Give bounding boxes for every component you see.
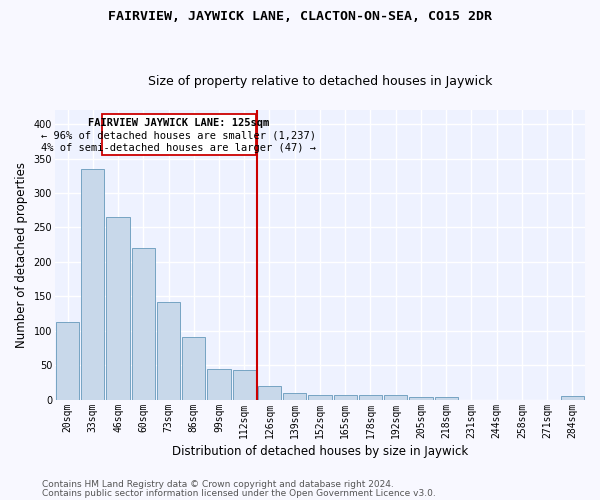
Bar xyxy=(81,169,104,400)
Bar xyxy=(308,396,332,400)
Bar xyxy=(56,322,79,400)
Text: FAIRVIEW JAYWICK LANE: 125sqm: FAIRVIEW JAYWICK LANE: 125sqm xyxy=(88,118,269,128)
Bar xyxy=(334,396,357,400)
Bar xyxy=(434,397,458,400)
Bar xyxy=(409,397,433,400)
Bar xyxy=(131,248,155,400)
Title: Size of property relative to detached houses in Jaywick: Size of property relative to detached ho… xyxy=(148,76,492,88)
Bar xyxy=(233,370,256,400)
Text: Contains public sector information licensed under the Open Government Licence v3: Contains public sector information licen… xyxy=(42,488,436,498)
Bar xyxy=(157,302,180,400)
Bar xyxy=(258,386,281,400)
Bar xyxy=(384,394,407,400)
Text: FAIRVIEW, JAYWICK LANE, CLACTON-ON-SEA, CO15 2DR: FAIRVIEW, JAYWICK LANE, CLACTON-ON-SEA, … xyxy=(108,10,492,23)
Text: Contains HM Land Registry data © Crown copyright and database right 2024.: Contains HM Land Registry data © Crown c… xyxy=(42,480,394,489)
Bar xyxy=(101,114,256,154)
Bar xyxy=(561,396,584,400)
Bar xyxy=(106,217,130,400)
Text: 4% of semi-detached houses are larger (47) →: 4% of semi-detached houses are larger (4… xyxy=(41,144,316,154)
Y-axis label: Number of detached properties: Number of detached properties xyxy=(15,162,28,348)
Bar xyxy=(208,368,230,400)
Bar xyxy=(283,392,307,400)
Text: ← 96% of detached houses are smaller (1,237): ← 96% of detached houses are smaller (1,… xyxy=(41,131,316,141)
Bar xyxy=(359,394,382,400)
Bar xyxy=(182,337,205,400)
X-axis label: Distribution of detached houses by size in Jaywick: Distribution of detached houses by size … xyxy=(172,444,468,458)
